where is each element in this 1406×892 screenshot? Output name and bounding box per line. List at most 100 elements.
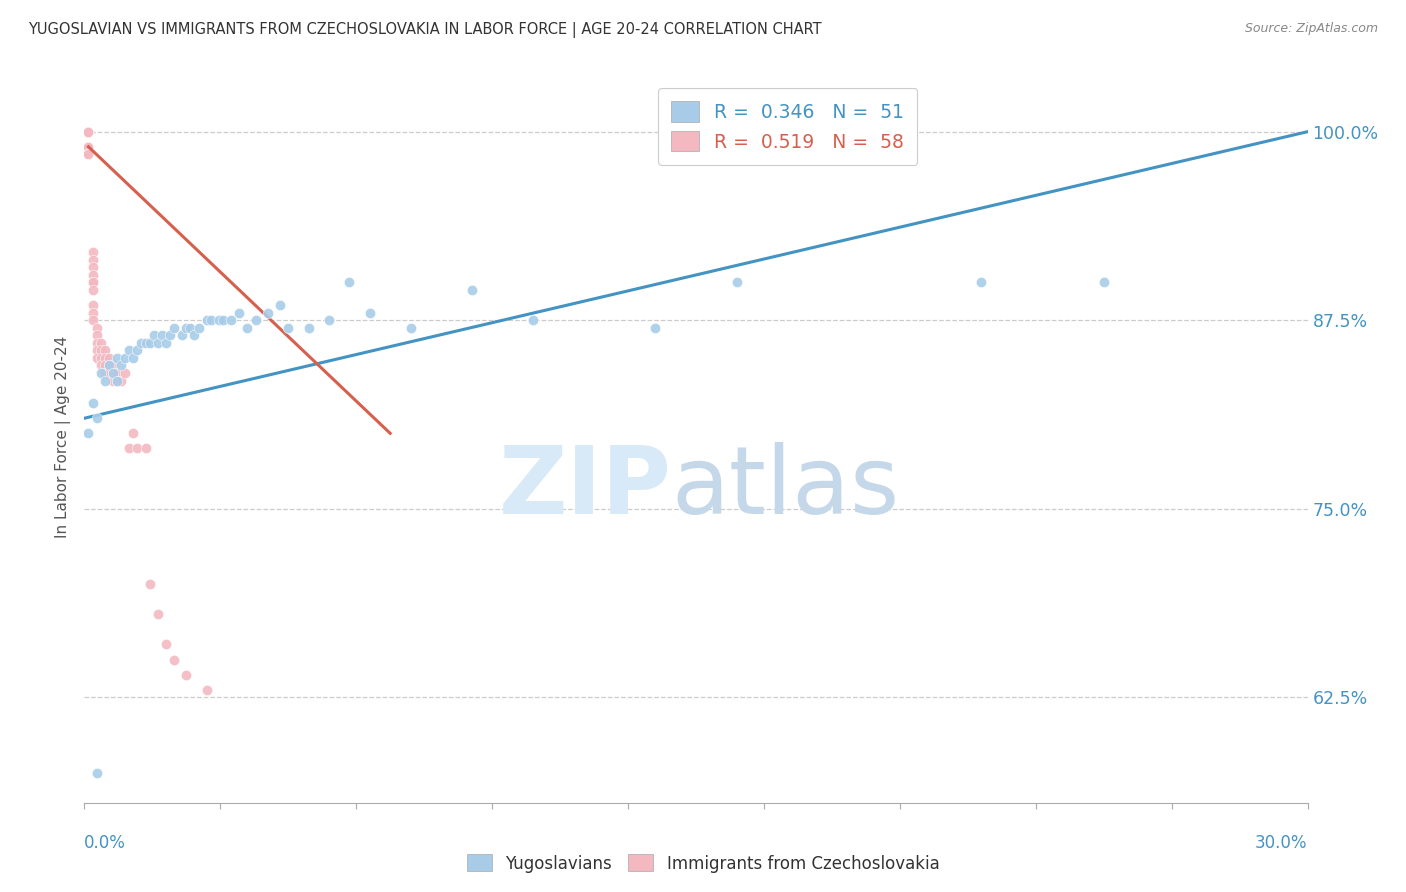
Point [142,328,165,343]
Point [77,125,100,139]
Point [200,313,222,327]
Legend: Yugoslavians, Immigrants from Czechoslovakia: Yugoslavians, Immigrants from Czechoslov… [460,847,946,880]
Text: atlas: atlas [672,442,900,534]
Point [159,328,181,343]
Point [86,320,108,334]
Point [461,283,484,297]
Point [77,147,100,161]
Point [101,366,124,380]
Point [135,442,157,456]
Point [82,276,104,290]
Point [339,276,361,290]
Point [359,306,381,320]
Point [257,306,280,320]
Point [127,343,149,358]
Point [163,320,186,334]
Point [122,351,145,365]
Point [318,313,340,327]
Point [97,366,120,380]
Point [93,359,117,373]
Point [150,328,173,343]
Point [82,252,104,267]
Text: Source: ZipAtlas.com: Source: ZipAtlas.com [1244,22,1378,36]
Point [155,637,177,651]
Point [82,313,104,327]
Point [105,374,128,388]
Point [114,351,136,365]
Point [269,298,291,312]
Point [522,313,544,327]
Point [82,268,104,282]
Point [228,306,250,320]
Point [90,366,112,380]
Point [86,411,108,425]
Point [77,125,100,139]
Point [77,125,100,139]
Point [77,125,100,139]
Point [114,366,136,380]
Point [208,313,231,327]
Point [399,320,422,334]
Point [86,765,108,780]
Point [77,125,100,139]
Point [101,366,124,380]
Point [183,328,205,343]
Point [86,335,108,350]
Point [135,335,157,350]
Point [77,125,100,139]
Point [236,320,259,334]
Point [86,351,108,365]
Legend: R =  0.346   N =  51, R =  0.519   N =  58: R = 0.346 N = 51, R = 0.519 N = 58 [658,88,917,165]
Point [298,320,321,334]
Point [77,125,100,139]
Text: YUGOSLAVIAN VS IMMIGRANTS FROM CZECHOSLOVAKIA IN LABOR FORCE | AGE 20-24 CORRELA: YUGOSLAVIAN VS IMMIGRANTS FROM CZECHOSLO… [28,22,821,38]
Point [93,343,117,358]
Point [163,652,186,666]
Point [86,328,108,343]
Point [90,335,112,350]
Point [725,276,748,290]
Point [97,351,120,365]
Text: 30.0%: 30.0% [1256,834,1308,852]
Text: ZIP: ZIP [499,442,672,534]
Point [93,374,117,388]
Point [82,396,104,410]
Point [77,125,100,139]
Point [127,442,149,456]
Point [179,320,201,334]
Point [105,374,128,388]
Point [122,426,145,441]
Point [146,607,169,622]
Point [176,667,198,681]
Point [187,320,209,334]
Point [82,283,104,297]
Point [82,298,104,312]
Y-axis label: In Labor Force | Age 20-24: In Labor Force | Age 20-24 [55,336,72,538]
Point [77,140,100,154]
Point [101,359,124,373]
Point [195,682,218,697]
Point [212,313,235,327]
Point [110,359,132,373]
Point [82,306,104,320]
Point [277,320,299,334]
Point [105,351,128,365]
Point [118,442,141,456]
Point [101,374,124,388]
Point [82,276,104,290]
Point [138,577,160,591]
Point [131,335,153,350]
Point [97,359,120,373]
Point [105,366,128,380]
Point [77,125,100,139]
Text: 0.0%: 0.0% [84,834,127,852]
Point [195,313,218,327]
Point [77,140,100,154]
Point [77,147,100,161]
Point [138,335,160,350]
Point [82,245,104,260]
Point [172,328,194,343]
Point [219,313,242,327]
Point [176,320,198,334]
Point [90,343,112,358]
